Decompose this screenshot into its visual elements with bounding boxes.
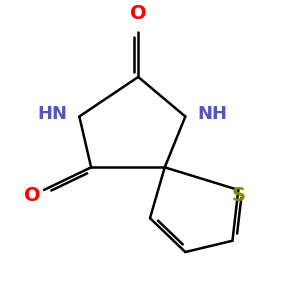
Text: S: S: [231, 186, 245, 205]
Text: O: O: [24, 186, 40, 205]
Text: O: O: [130, 4, 146, 23]
Text: HN: HN: [38, 105, 68, 123]
Text: NH: NH: [197, 105, 227, 123]
